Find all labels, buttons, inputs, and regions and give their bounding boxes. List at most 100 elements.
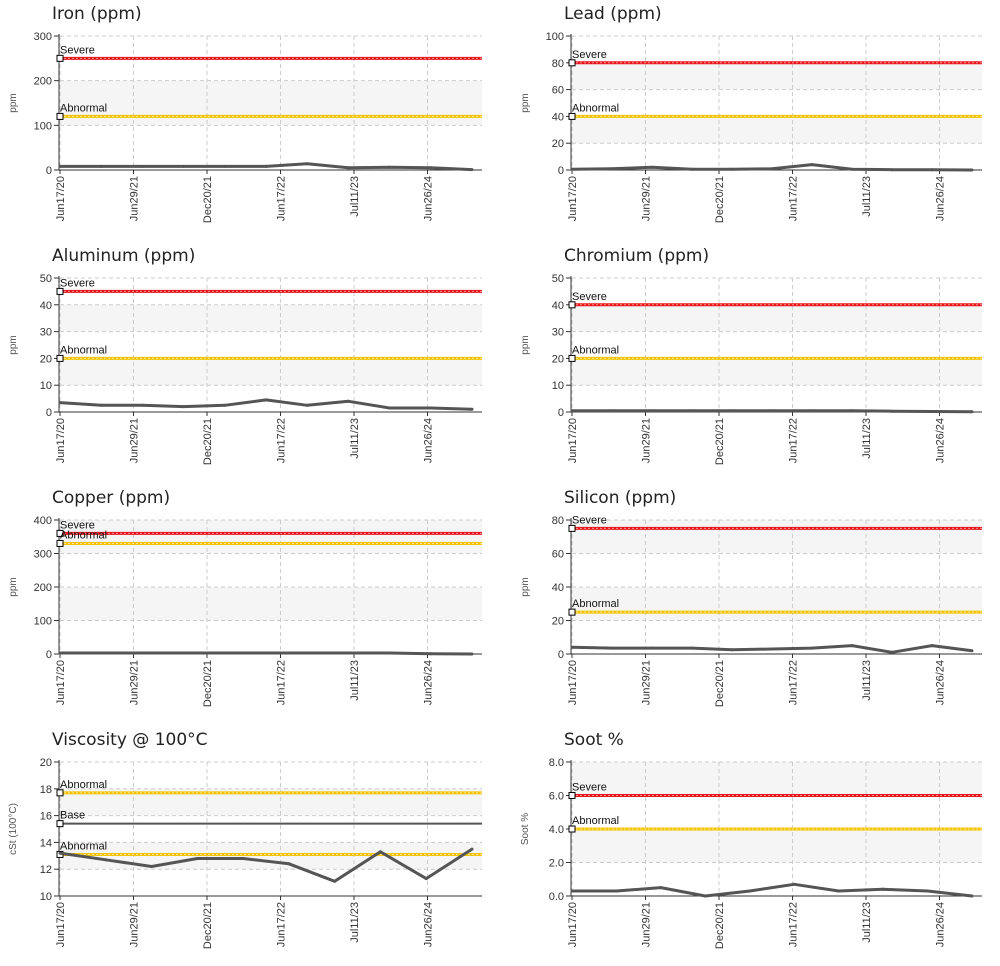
data-point [970, 894, 974, 898]
threshold-marker [568, 792, 576, 799]
chart-plot: 0.0 2.0 4.0 6.0 8.0 Soot % Jun17/20 Jun29/21 Dec… [520, 757, 982, 949]
data-point [890, 650, 894, 654]
y-tick-label: 40 [552, 300, 564, 312]
threshold-marker [568, 301, 576, 309]
data-point [182, 405, 186, 409]
chart-title: Chromium (ppm) [564, 246, 710, 266]
chart-copper: Copper (ppm) 0 100 200 300 400 ppm Jun17/20 Jun… [0, 484, 500, 724]
x-tick-label: Jun17/22 [788, 418, 800, 463]
data-point [287, 862, 291, 866]
data-point [99, 403, 103, 407]
data-point [850, 409, 854, 413]
chart-plot: 10 12 14 16 18 20 cSt (100°C) Jun17/20 Jun29/21 D… [8, 757, 482, 949]
plot-band [60, 80, 482, 126]
x-tick-label: Jun29/21 [129, 660, 141, 705]
threshold-label: Abnormal [60, 840, 107, 852]
threshold-marker [56, 529, 64, 537]
chart-title: Lead (ppm) [564, 4, 662, 24]
data-point [770, 167, 774, 171]
data-point [970, 410, 974, 414]
y-axis-label: ppm [520, 335, 531, 354]
data-point [650, 165, 654, 169]
x-tick-label: Jul11/23 [349, 902, 361, 943]
y-tick-label: 80 [552, 58, 564, 70]
data-point [748, 889, 752, 893]
chart-title: Aluminum (ppm) [52, 246, 196, 266]
threshold-marker [56, 354, 64, 362]
data-point [429, 406, 433, 410]
x-tick-label: Jun17/22 [276, 176, 288, 221]
y-tick-label: 0 [46, 649, 52, 661]
threshold-label: Abnormal [572, 598, 619, 610]
plot-band [60, 520, 482, 554]
y-tick-label: 0 [46, 407, 52, 419]
data-point [195, 857, 199, 860]
data-point [99, 164, 103, 168]
chart-lead: Lead (ppm) 0 20 40 60 80 100 ppm Jun17/20 Jun29/… [512, 0, 1000, 240]
plot-band [572, 520, 982, 554]
threshold-label: Abnormal [60, 779, 107, 791]
x-tick-label: Dec20/21 [714, 176, 726, 223]
threshold-label: Abnormal [60, 344, 107, 356]
data-point [470, 168, 474, 172]
chart-chromium: Chromium (ppm) 0 10 20 30 40 50 ppm Jun17/20 Jun… [512, 242, 1000, 482]
y-tick-label: 300 [34, 31, 52, 43]
data-point [346, 399, 350, 403]
chart-plot: 0 20 40 60 80 ppm Jun17/20 Jun29/21 Dec20/21 Jun1… [520, 514, 982, 707]
threshold-label: Severe [60, 44, 95, 56]
data-point [388, 165, 392, 169]
y-tick-label: 0 [558, 165, 564, 177]
data-point [810, 646, 814, 650]
y-tick-label: 14 [40, 837, 52, 849]
y-tick-label: 0 [46, 165, 52, 177]
data-point [182, 164, 186, 168]
x-tick-label: Dec20/21 [202, 902, 214, 949]
y-tick-label: 2.0 [549, 858, 564, 870]
x-tick-label: Jun29/21 [129, 418, 141, 463]
x-tick-label: Jun26/24 [423, 176, 435, 221]
chart-plot: 0 10 20 30 40 50 ppm Jun17/20 Jun29/21 Dec20/21 Ju… [520, 273, 982, 465]
y-tick-label: 80 [552, 515, 564, 527]
series-line [572, 882, 973, 898]
data-point [703, 894, 707, 898]
chart-title: Silicon (ppm) [564, 488, 677, 508]
threshold-marker [56, 539, 64, 547]
x-tick-label: Jun17/22 [276, 660, 288, 705]
x-tick-label: Jun17/22 [788, 902, 800, 947]
x-tick-label: Jun26/24 [935, 176, 947, 221]
data-point [610, 167, 614, 171]
x-tick-label: Dec20/21 [714, 902, 726, 949]
y-tick-label: 30 [40, 327, 52, 339]
y-axis-label: cSt (100°C) [8, 803, 19, 855]
x-tick-label: Jun17/22 [788, 660, 800, 705]
x-tick-label: Dec20/21 [714, 660, 726, 707]
data-point [792, 882, 796, 886]
data-point [837, 889, 841, 893]
data-point [388, 406, 392, 410]
data-point [730, 409, 734, 413]
y-tick-label: 50 [40, 273, 52, 285]
y-axis-label: ppm [520, 93, 531, 112]
data-point [850, 644, 854, 648]
threshold-marker [56, 789, 64, 797]
threshold-label: Severe [572, 782, 607, 794]
x-tick-label: Jun29/21 [641, 418, 653, 463]
chart-viscosity: Viscosity @ 100°C 10 12 14 16 18 20 cSt (100°C… [0, 726, 500, 966]
chart-plot: 0 20 40 60 80 100 ppm Jun17/20 Jun29/21 Dec20/21 J… [520, 31, 982, 223]
x-tick-label: Jun26/24 [935, 418, 947, 463]
chart-silicon: Silicon (ppm) 0 20 40 60 80 ppm Jun17/20 Jun29/… [512, 484, 1000, 724]
x-tick-label: Jul11/23 [861, 418, 873, 459]
data-point [810, 409, 814, 413]
data-point [58, 851, 62, 855]
x-tick-label: Jun17/22 [276, 902, 288, 947]
data-point [470, 652, 474, 656]
data-point [570, 409, 574, 413]
y-tick-label: 40 [40, 300, 52, 312]
y-tick-label: 20 [40, 353, 52, 365]
data-point [223, 164, 227, 168]
x-tick-label: Jun17/20 [567, 660, 579, 705]
y-tick-label: 4.0 [549, 824, 564, 836]
data-point [730, 167, 734, 171]
x-tick-label: Dec20/21 [714, 418, 726, 465]
data-point [99, 651, 103, 655]
